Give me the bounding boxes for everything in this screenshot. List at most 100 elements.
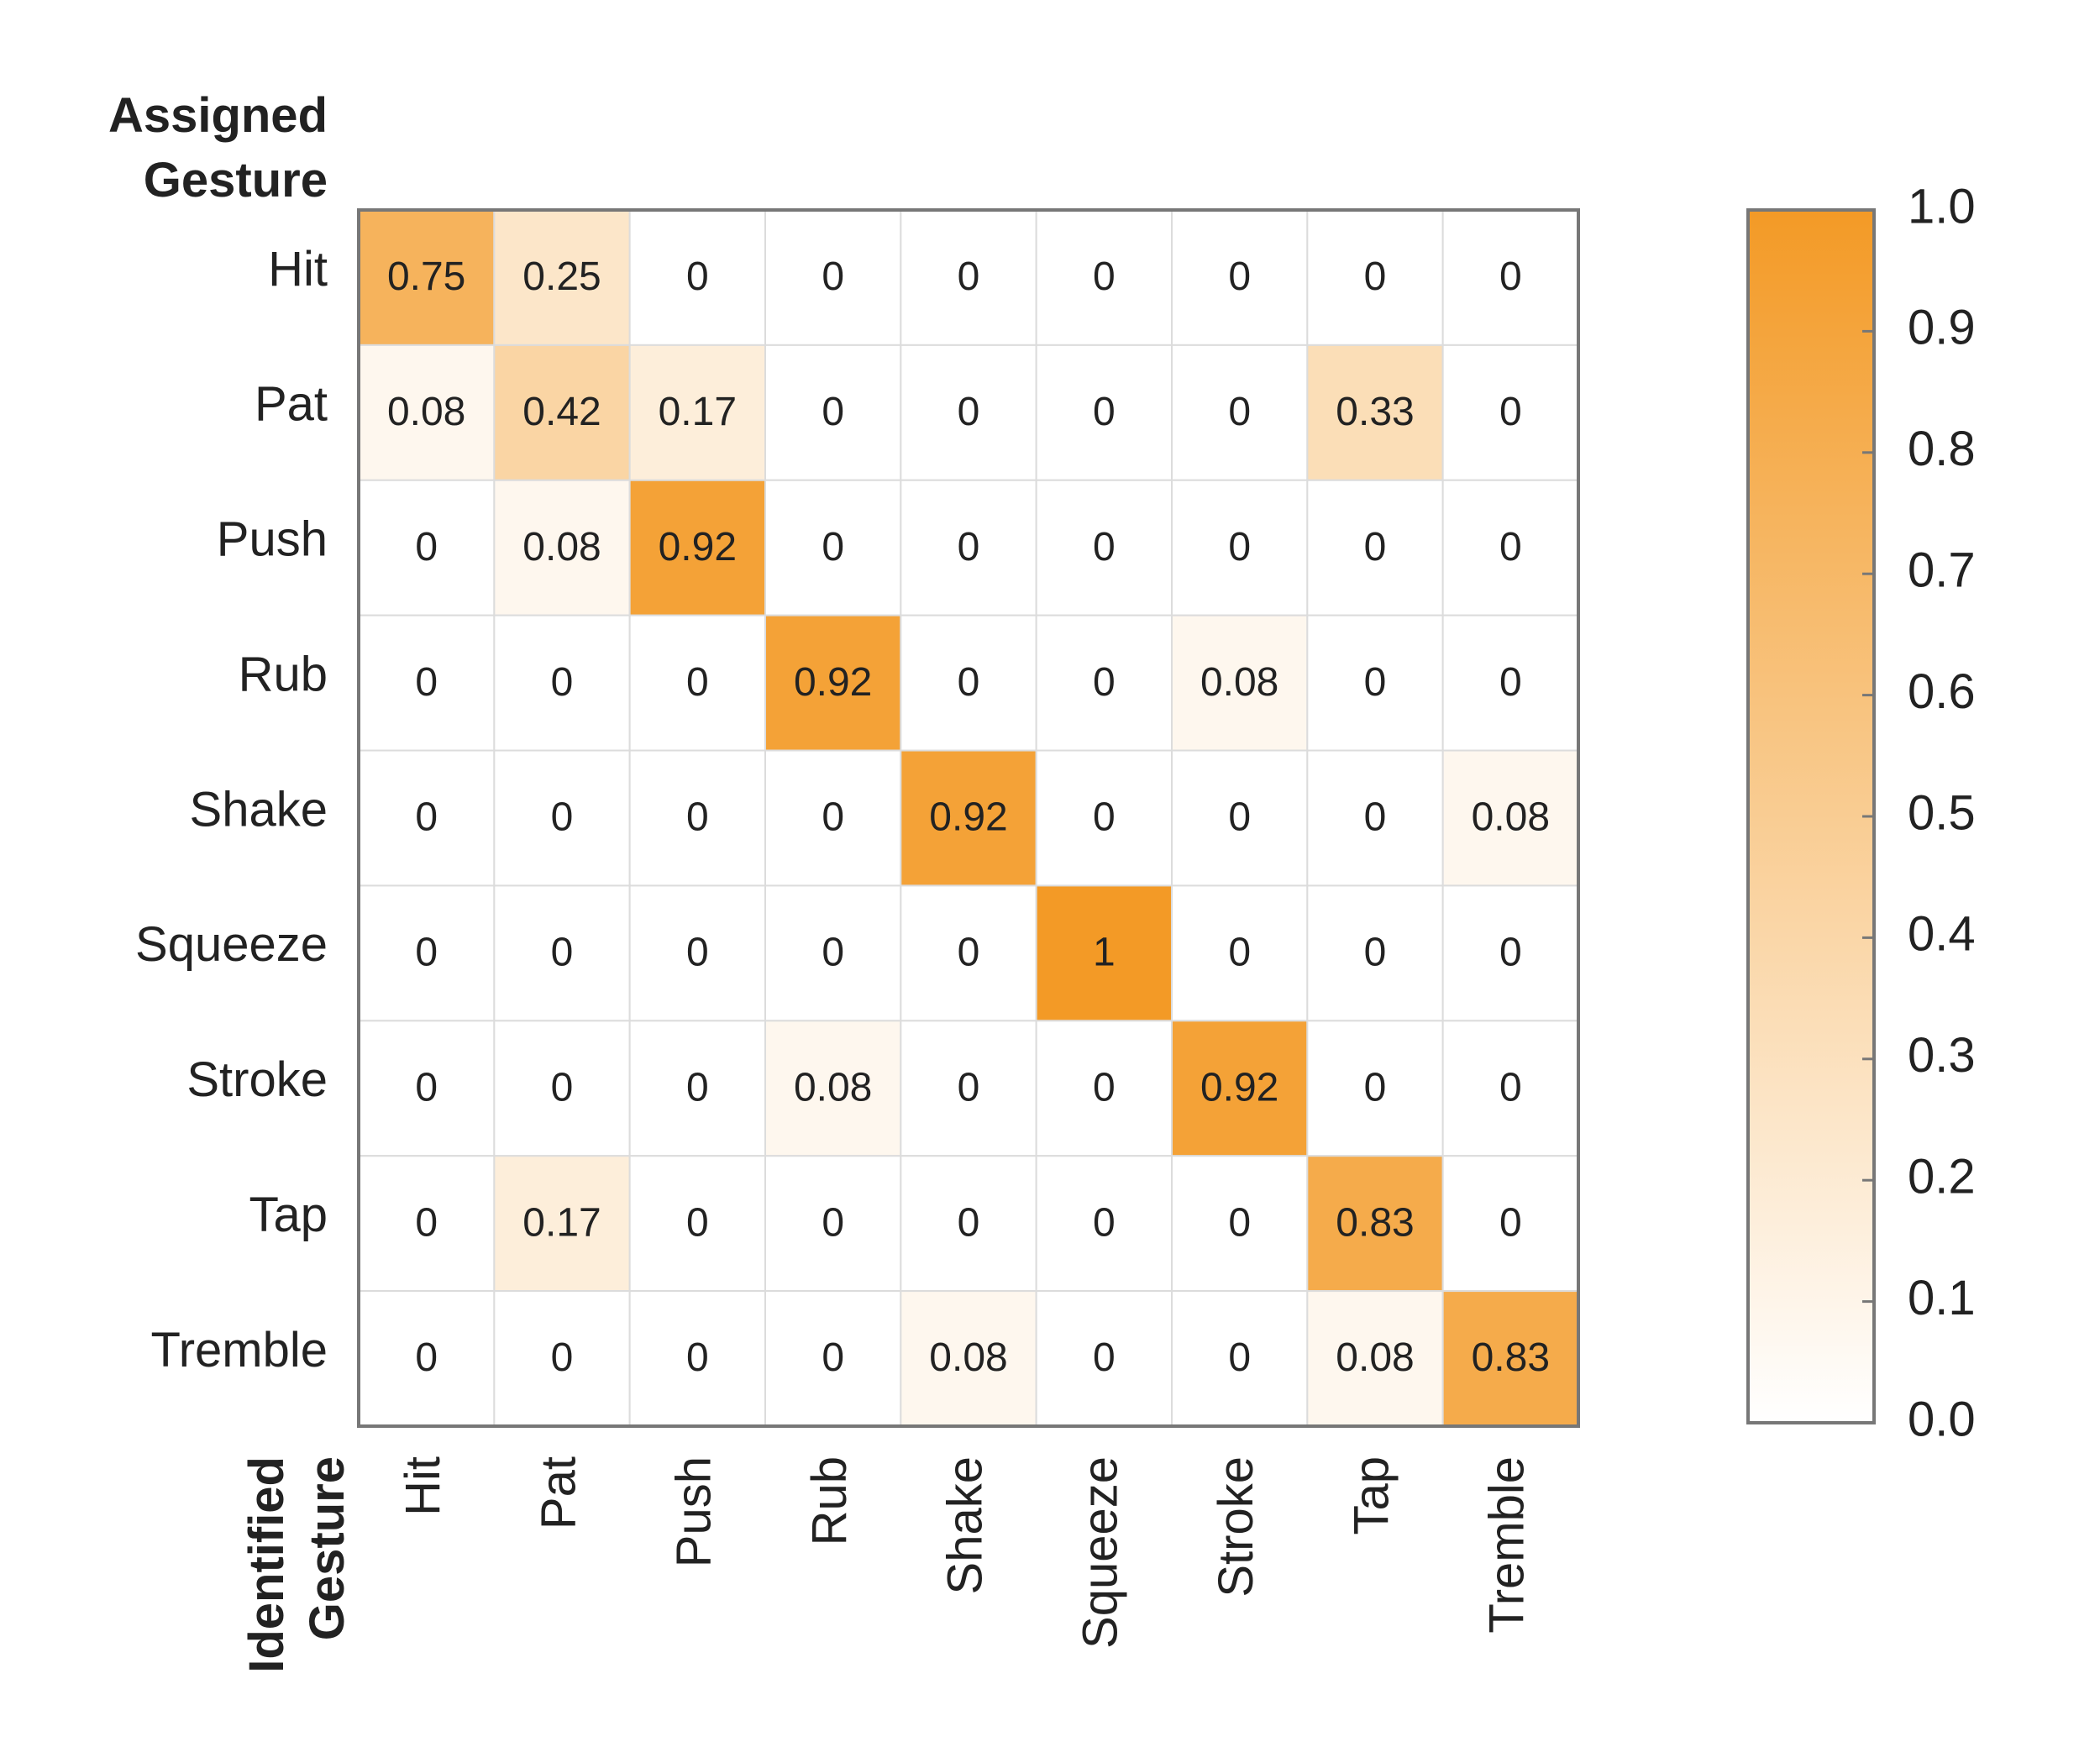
cell-label: 0 <box>1364 931 1387 975</box>
cell <box>1441 344 1579 481</box>
cell-label: 0.92 <box>1200 1065 1278 1110</box>
cell <box>628 1290 767 1427</box>
x-axis-label: Identified Gesture <box>239 1456 354 1673</box>
cell-label: 0 <box>958 390 980 434</box>
cell <box>900 1155 1037 1293</box>
cell-label: 0 <box>822 1335 844 1380</box>
cell-label: 0 <box>1093 390 1116 434</box>
cell-label: 0 <box>686 660 709 705</box>
cell-label: 0.08 <box>794 1065 872 1110</box>
cell-label: 0.25 <box>522 254 601 299</box>
cell-label: 0 <box>551 660 574 705</box>
cell-label: 0.08 <box>522 525 601 569</box>
cell-label: 0 <box>822 254 844 299</box>
cell-label: 0 <box>551 1335 574 1380</box>
cell-label: 0 <box>1499 1065 1522 1110</box>
cell-label: 0.75 <box>387 254 465 299</box>
cell <box>1306 884 1444 1022</box>
cell <box>628 884 767 1022</box>
cell-label: 0 <box>686 1200 709 1245</box>
colorbar-tick-label: 0.9 <box>1908 301 1976 355</box>
cell <box>628 344 767 481</box>
cell <box>1441 1155 1579 1293</box>
cell-label: 0 <box>1228 254 1251 299</box>
cell-label: 0 <box>551 795 574 840</box>
y-tick-label: Tap <box>249 1188 328 1242</box>
cell-label: 0 <box>415 1065 438 1110</box>
cell <box>1171 749 1309 887</box>
cell-label: 0 <box>415 1200 438 1245</box>
cell <box>1306 209 1444 346</box>
cell-label: 0 <box>1093 525 1116 569</box>
cell <box>493 479 631 616</box>
y-tick-label: Pat <box>255 377 328 432</box>
cell <box>1171 1155 1309 1293</box>
cell <box>1306 344 1444 481</box>
cell-label: 0.08 <box>1472 795 1550 840</box>
y-axis-label: Assigned Gesture <box>108 88 328 207</box>
cell-label: 0 <box>1228 1200 1251 1245</box>
cell-label: 0 <box>1093 1065 1116 1110</box>
cell <box>900 1020 1037 1157</box>
cell <box>900 884 1037 1022</box>
x-tick-label: Tremble <box>1480 1456 1535 1634</box>
cell-label: 0 <box>958 1065 980 1110</box>
cell <box>628 749 767 887</box>
cell-label: 0 <box>415 931 438 975</box>
cell <box>764 1155 902 1293</box>
cell <box>1035 1290 1173 1427</box>
cell <box>358 749 496 887</box>
cell <box>1171 1020 1309 1157</box>
cell <box>764 884 902 1022</box>
cell-label: 0.33 <box>1336 390 1414 434</box>
cell <box>358 479 496 616</box>
x-tick-label: Hit <box>396 1456 450 1516</box>
cell-label: 0 <box>415 660 438 705</box>
cell-label: 0 <box>1093 1200 1116 1245</box>
cell <box>1035 749 1173 887</box>
colorbar-tick-label: 0.5 <box>1908 785 1976 840</box>
cell <box>1441 1290 1579 1427</box>
cell-label: 0 <box>551 1065 574 1110</box>
y-tick-label: Stroke <box>186 1052 328 1107</box>
y-tick-label: Rub <box>239 647 328 701</box>
colorbar-tick-label: 0.8 <box>1908 422 1976 476</box>
cell <box>900 344 1037 481</box>
cell-label: 0.08 <box>1200 660 1278 705</box>
y-tick-label: Push <box>217 512 328 567</box>
colorbar <box>1746 208 1876 1424</box>
y-tick-label: Shake <box>190 782 328 837</box>
y-tick-label: Tremble <box>150 1323 328 1377</box>
cell <box>764 1290 902 1427</box>
cell-label: 0 <box>958 660 980 705</box>
cell-label: 0 <box>822 1200 844 1245</box>
cell <box>493 614 631 752</box>
cell <box>493 1020 631 1157</box>
cell-label: 0 <box>551 931 574 975</box>
x-tick-label: Squeeze <box>1074 1456 1128 1649</box>
cell-label: 0 <box>1364 254 1387 299</box>
cell-label: 0.17 <box>659 390 737 434</box>
cell-label: 0 <box>1228 795 1251 840</box>
cell-label: 0.92 <box>659 525 737 569</box>
cell-label: 0 <box>1228 931 1251 975</box>
cell-label: 0 <box>1499 525 1522 569</box>
cell-label: 0.08 <box>387 390 465 434</box>
y-tick-label: Hit <box>268 242 328 296</box>
cell <box>358 1155 496 1293</box>
cell-label: 0.17 <box>522 1200 601 1245</box>
cell-label: 0 <box>1499 254 1522 299</box>
cell <box>764 479 902 616</box>
cell-label: 0 <box>1093 795 1116 840</box>
cell <box>1441 749 1579 887</box>
cell <box>764 614 902 752</box>
colorbar-tick-label: 0.7 <box>1908 543 1976 598</box>
cell-label: 0 <box>1228 525 1251 569</box>
x-tick-label: Push <box>667 1456 722 1567</box>
cell-label: 0 <box>1093 254 1116 299</box>
cell-label: 0 <box>415 525 438 569</box>
cell-label: 0 <box>958 1200 980 1245</box>
colorbar-tick-label: 0.6 <box>1908 664 1976 719</box>
cell-label: 0 <box>1364 795 1387 840</box>
cell <box>900 209 1037 346</box>
